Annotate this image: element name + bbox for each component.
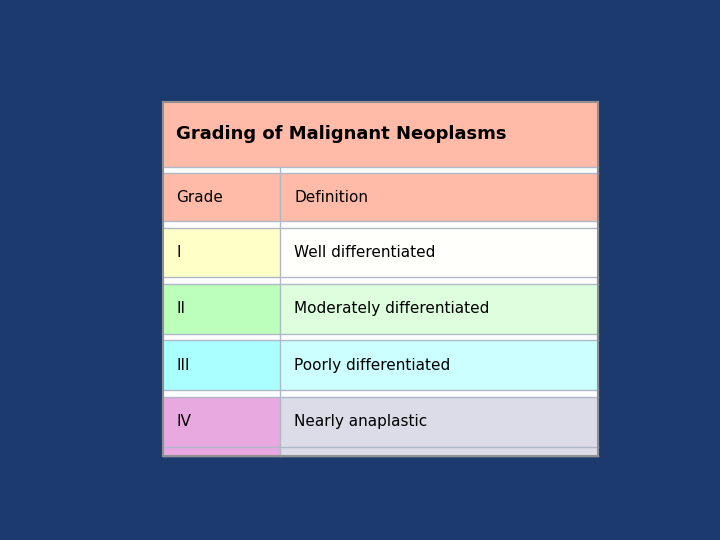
- Bar: [280, 173, 598, 221]
- Text: Grading of Malignant Neoplasms: Grading of Malignant Neoplasms: [176, 125, 507, 144]
- Bar: [163, 341, 280, 390]
- Bar: [163, 447, 280, 456]
- Text: Nearly anaplastic: Nearly anaplastic: [294, 414, 427, 429]
- Text: Poorly differentiated: Poorly differentiated: [294, 358, 450, 373]
- Text: Definition: Definition: [294, 190, 368, 205]
- Text: Well differentiated: Well differentiated: [294, 245, 436, 260]
- Bar: [163, 228, 280, 278]
- Text: Moderately differentiated: Moderately differentiated: [294, 301, 490, 316]
- Bar: [163, 284, 280, 334]
- Bar: [163, 173, 280, 221]
- Text: Grade: Grade: [176, 190, 223, 205]
- Bar: [280, 341, 598, 390]
- Bar: [280, 284, 598, 334]
- Text: IV: IV: [176, 414, 192, 429]
- Bar: [163, 397, 280, 447]
- Bar: [280, 447, 598, 456]
- Text: III: III: [176, 358, 190, 373]
- Bar: [163, 102, 598, 167]
- Bar: [280, 228, 598, 278]
- Bar: [163, 102, 598, 456]
- Bar: [280, 397, 598, 447]
- Text: I: I: [176, 245, 181, 260]
- Text: II: II: [176, 301, 186, 316]
